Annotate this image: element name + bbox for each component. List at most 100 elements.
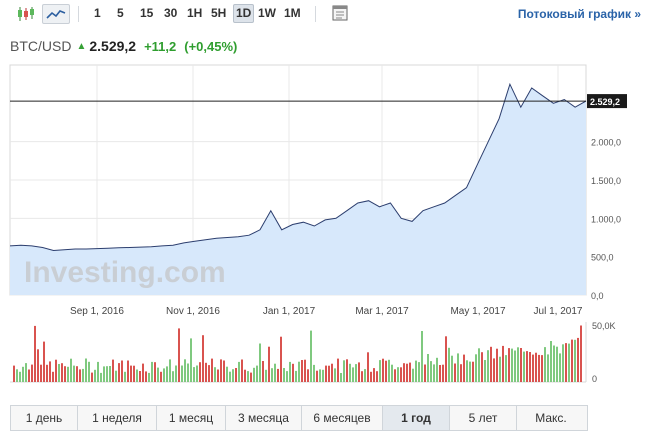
volume-bar (577, 337, 579, 382)
chart-toolbar: 1 5 15 30 1H 5H 1D 1W 1M Потоковый графи… (0, 0, 649, 28)
volume-axis-labels: 50,0K 0 (592, 321, 616, 384)
volume-bar (283, 368, 285, 382)
x-tick-label: Mar 1, 2017 (355, 306, 409, 317)
volume-bar (208, 365, 210, 382)
volume-bar (319, 369, 321, 382)
range-1-year[interactable]: 1 год (383, 406, 450, 430)
volume-bar (496, 348, 498, 382)
timeframe-1m[interactable]: 1M (284, 6, 301, 20)
volume-bar (271, 368, 273, 382)
volume-bar (220, 359, 222, 382)
volume-bar (154, 362, 156, 382)
timeframe-1d[interactable]: 1D (233, 4, 255, 23)
volume-bar (112, 359, 114, 382)
x-axis-labels: Sep 1, 2016 Nov 1, 2016 Jan 1, 2017 Mar 1, … (70, 306, 583, 317)
volume-bar (559, 353, 561, 382)
last-price: 2.529,2 (89, 38, 137, 54)
volume-bar (547, 354, 549, 382)
volume-bar (316, 370, 318, 382)
range-max[interactable]: Макс. (535, 411, 567, 425)
streaming-chart-link[interactable]: Потоковый график » (517, 7, 641, 21)
y-tick-label: 0,0 (591, 291, 604, 301)
candlestick-chart-icon[interactable] (14, 4, 38, 24)
volume-max-label: 50,0K (592, 321, 616, 331)
timeframe-1w[interactable]: 1W (258, 6, 276, 20)
print-icon[interactable] (332, 5, 348, 21)
volume-bar (19, 371, 21, 382)
price-line (9, 82, 587, 252)
volume-bar (439, 365, 441, 382)
volume-bar (454, 363, 456, 382)
volume-bar (508, 348, 510, 382)
range-selector: 1 день 1 неделя 1 месяц 3 месяца 6 месяц… (10, 405, 588, 431)
volume-bar (550, 341, 552, 382)
volume-bar (418, 362, 420, 382)
volume-bar (520, 348, 522, 382)
volume-bar (325, 365, 327, 382)
timeframe-5h[interactable]: 5H (211, 6, 227, 20)
volume-bar (184, 359, 186, 382)
price-chart[interactable]: Investing.com 0,0 500,0 1.000,0 1.500,0 2.00… (0, 60, 649, 400)
volume-bar (292, 363, 294, 382)
volume-bar (436, 357, 438, 382)
range-1-month[interactable]: 1 месяц (157, 406, 226, 430)
volume-bar (304, 359, 306, 382)
volume-bar (301, 360, 303, 382)
volume-bar (190, 338, 192, 382)
volume-bar (406, 363, 408, 382)
volume-bar (259, 343, 261, 382)
volume-bar (178, 328, 180, 382)
range-3-months[interactable]: 3 месяца (226, 406, 302, 430)
volume-bar (241, 359, 243, 382)
y-axis-labels: 0,0 500,0 1.000,0 1.500,0 2.000,0 (591, 138, 621, 301)
volume-bar (556, 346, 558, 382)
volume-bar (433, 364, 435, 382)
range-6-months[interactable]: 6 месяцев (302, 406, 383, 430)
volume-bar (457, 353, 459, 382)
volume-bar (514, 350, 516, 382)
volume-bar (133, 365, 135, 382)
volume-bar (85, 358, 87, 382)
volume-bar (352, 367, 354, 382)
volume-bar (334, 368, 336, 382)
range-1-week[interactable]: 1 неделя (78, 406, 157, 430)
volume-bar (223, 360, 225, 382)
timeframe-5[interactable]: 5 (117, 6, 124, 20)
y-tick-label: 500,0 (591, 253, 614, 263)
volume-bar (193, 367, 195, 382)
volume-bar (67, 366, 69, 382)
volume-bar (412, 368, 414, 382)
line-chart-icon[interactable] (42, 4, 70, 24)
y-tick-label: 1.500,0 (591, 176, 621, 186)
volume-bar (391, 364, 393, 382)
price-change-percent: (+0,45%) (184, 38, 238, 54)
volume-bar (91, 372, 93, 382)
volume-bar (169, 359, 171, 382)
volume-bar (163, 368, 165, 382)
volume-bar (76, 366, 78, 382)
volume-bar (109, 366, 111, 382)
volume-bar (148, 372, 150, 382)
volume-bar (247, 371, 249, 382)
instrument-symbol: BTC/USD (10, 38, 72, 54)
volume-bar (244, 369, 246, 382)
toolbar-divider (78, 6, 79, 22)
volume-bar (88, 361, 90, 382)
volume-bar (58, 364, 60, 382)
x-tick-label: Jul 1, 2017 (534, 306, 583, 317)
range-1-day[interactable]: 1 день (11, 406, 78, 430)
timeframe-1[interactable]: 1 (94, 6, 101, 20)
volume-bar (565, 343, 567, 382)
volume-bar (61, 363, 63, 382)
volume-bar (373, 368, 375, 382)
range-5-years[interactable]: 5 лет (450, 406, 517, 430)
volume-bar (523, 351, 525, 382)
last-price-label: 2.529,2 (590, 97, 620, 107)
timeframe-1h[interactable]: 1H (187, 6, 203, 20)
timeframe-30[interactable]: 30 (164, 6, 178, 20)
timeframe-15[interactable]: 15 (140, 6, 154, 20)
volume-bar (361, 371, 363, 382)
volume-bar (442, 364, 444, 382)
volume-bar (511, 348, 513, 382)
volume-bar (166, 366, 168, 382)
